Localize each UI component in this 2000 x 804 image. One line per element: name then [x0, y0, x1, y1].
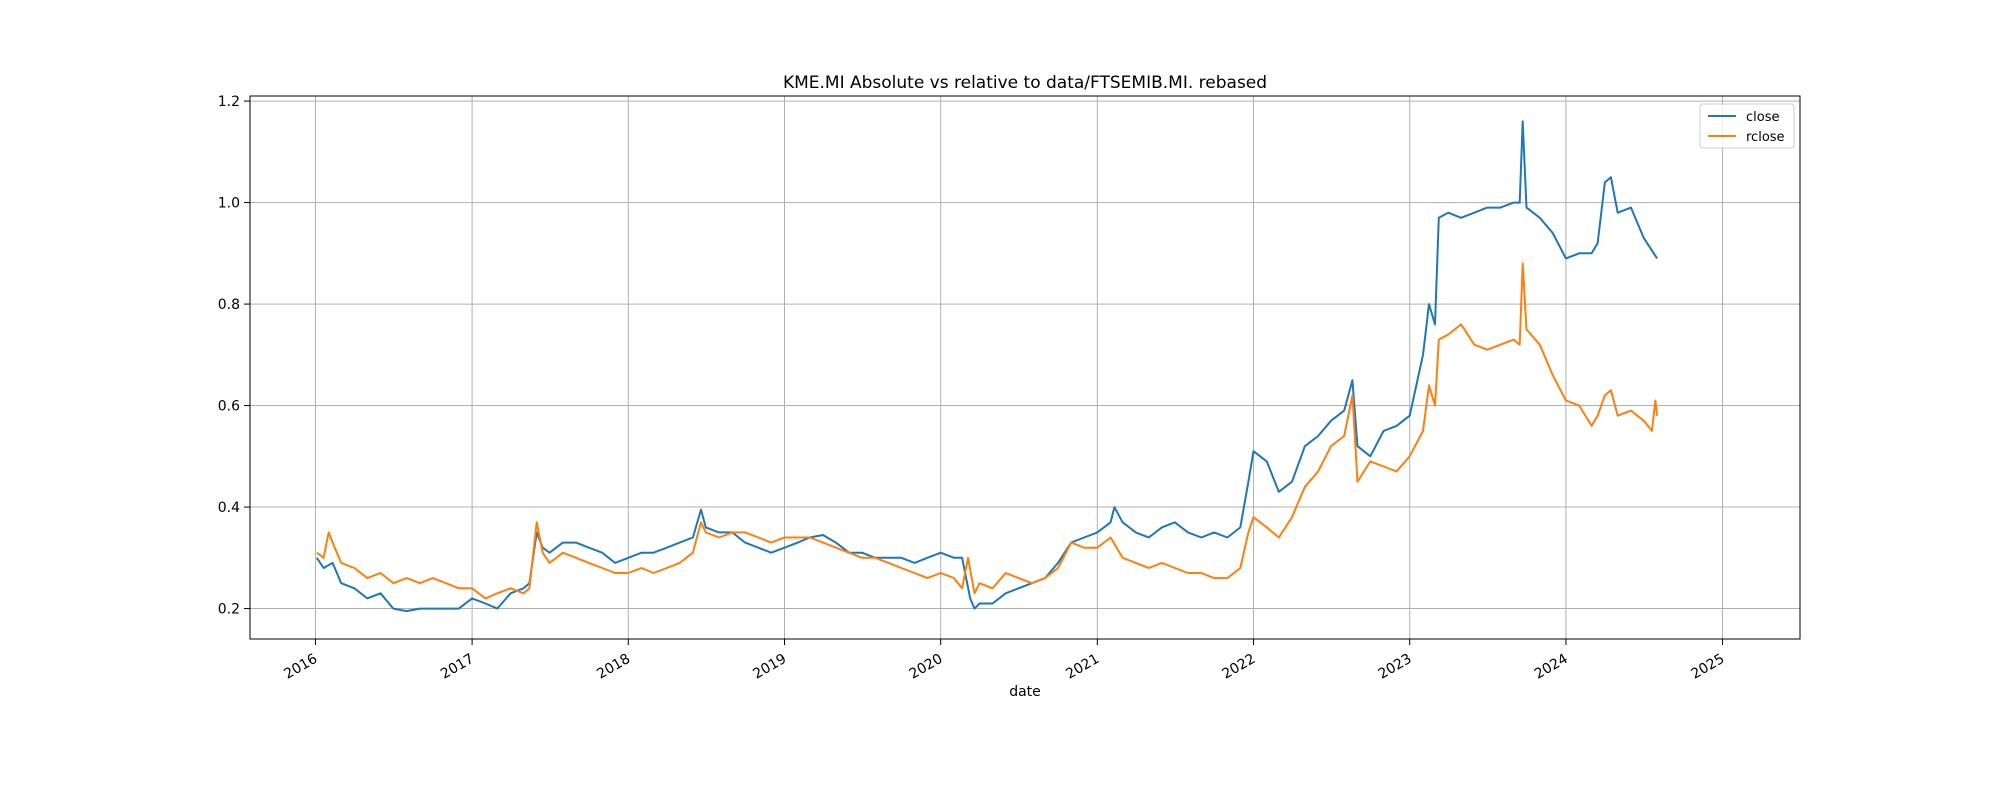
- y-tick-label-0.4: 0.4: [218, 500, 240, 516]
- legend: close rclose: [1699, 103, 1795, 149]
- y-tick-label-1.0: 1.0: [218, 196, 240, 212]
- chart-title: KME.MI Absolute vs relative to data/FTSE…: [783, 73, 1267, 93]
- series-line-rclose: [316, 262, 1659, 600]
- y-tick-label-0.6: 0.6: [218, 399, 240, 415]
- legend-label-close: close: [1746, 110, 1779, 125]
- y-tick-label-0.2: 0.2: [218, 602, 240, 618]
- y-axis: 0.2 0.4 0.6 0.8 1.0 1.2: [218, 94, 250, 618]
- legend-label-rclose: rclose: [1746, 130, 1785, 145]
- grid: [250, 96, 1800, 639]
- plot-frame: [249, 95, 1801, 640]
- x-axis-label: date: [1009, 684, 1041, 700]
- series-layer: [315, 120, 1659, 613]
- y-tick-label-0.8: 0.8: [218, 297, 240, 313]
- y-tick-label-1.2: 1.2: [218, 94, 240, 110]
